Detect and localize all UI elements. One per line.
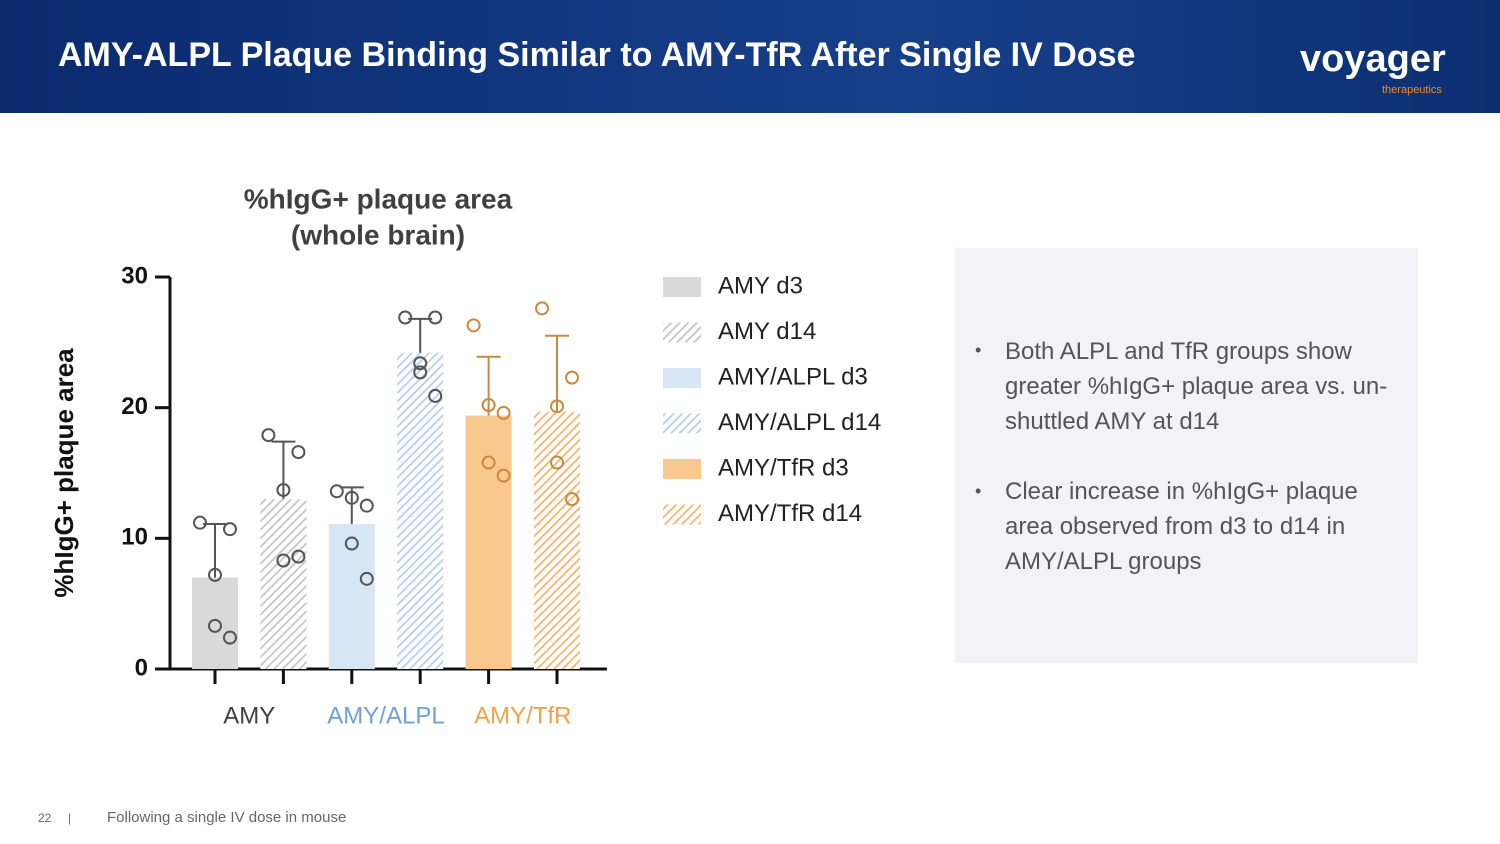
y-tick-label: 30 [121,262,148,289]
data-point [550,455,564,470]
data-point [291,445,306,460]
bar [192,577,238,669]
x-tick-label: AMY/TfR [474,702,571,729]
data-point [428,388,443,403]
bar [465,415,512,669]
logo-sub: therapeutics [1382,84,1442,96]
data-point [413,356,428,371]
bar [260,499,307,669]
data-point [535,301,549,316]
chart: %hIgG+ plaque area (whole brain) %hIgG+ pl… [49,183,881,729]
data-point [550,399,564,414]
chart-title: %hIgG+ plaque area [244,183,513,214]
data-point [193,515,207,530]
y-tick-label: 10 [121,524,148,551]
bullet: Clear increase in %hIgG+ plaque area obs… [1005,478,1358,575]
legend-label: AMY/TfR d14 [718,500,862,527]
data-point [223,630,237,645]
legend-swatch [663,504,701,525]
legend-swatch [663,368,701,388]
y-tick-label: 20 [121,393,148,420]
data-point [481,455,496,470]
data-point [344,536,359,551]
legend-label: AMY d14 [718,318,816,345]
x-tick-label: AMY/ALPL [327,702,444,729]
data-point [359,571,374,586]
y-tick-label: 0 [135,654,148,681]
data-point [359,498,374,513]
footnote: Following a single IV dose in mouse [107,809,347,826]
legend-swatch [663,413,701,434]
legend-swatch [663,322,701,343]
legend-label: AMY d3 [718,272,803,299]
data-point [208,567,222,582]
data-point [291,549,306,564]
data-point [276,553,291,568]
data-point [481,398,496,413]
data-point [496,468,511,483]
chart-title: (whole brain) [291,219,465,250]
data-point [261,428,276,443]
data-point [565,370,579,385]
legend-label: AMY/TfR d3 [718,454,849,481]
bullet-dot: • [975,340,982,360]
data-point [344,490,359,505]
slide-title: AMY-ALPL Plaque Binding Similar to AMY-T… [58,36,1136,74]
legend-label: AMY/ALPL d14 [718,409,881,436]
data-point [329,484,344,499]
legend-label: AMY/ALPL d3 [718,363,868,390]
data-point [398,310,413,325]
legend-swatch [663,277,701,297]
data-point [413,365,428,380]
x-tick-label: AMY [223,702,275,729]
bar [534,411,580,669]
text-box: • Both ALPL and TfR groups show greater … [955,248,1418,663]
bar [397,352,444,669]
page-number: 22 [38,811,52,825]
separator: | [68,811,72,825]
data-point [428,310,443,325]
data-point [565,492,579,507]
bar [328,523,375,669]
y-axis-label: %hIgG+ plaque area [49,348,79,598]
data-point [496,405,511,420]
logo: voyager [1300,38,1446,80]
data-point [208,618,222,633]
data-point [276,482,291,497]
bullet-dot: • [975,481,982,501]
bullet: Both ALPL and TfR groups show greater %h… [1005,338,1388,435]
header-band [0,0,1500,113]
data-point [223,522,237,537]
legend-swatch [663,459,701,479]
data-point [466,318,481,333]
